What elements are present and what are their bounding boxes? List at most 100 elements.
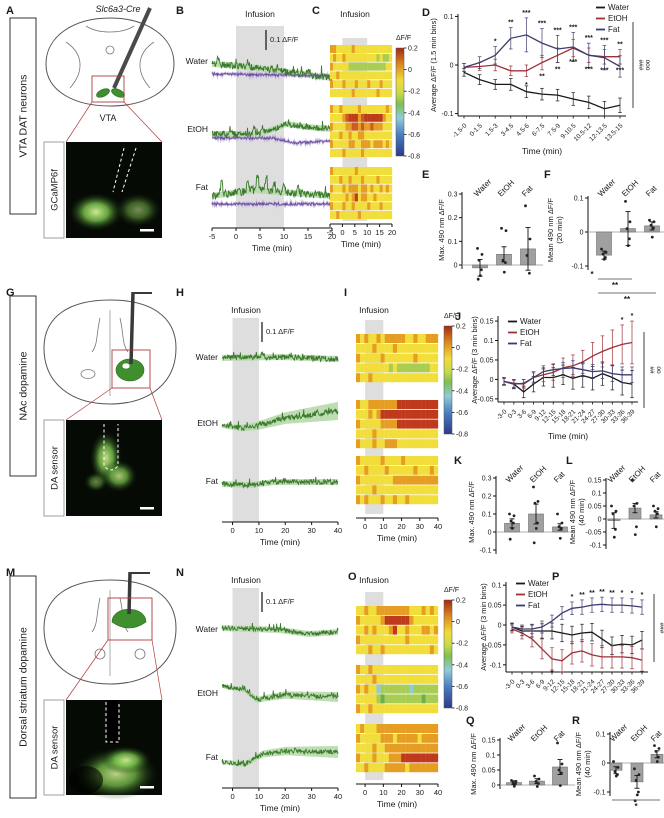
column-label: Water: [506, 722, 527, 743]
heat-cell: [397, 684, 402, 694]
heat-cell: [388, 439, 394, 449]
signal-trace: [221, 683, 339, 703]
panel-o: O Infusion 0 10 20 30 40 Time (min) ΔF/F 0.2 0 -0.2…: [348, 571, 468, 809]
heat-cell: [401, 400, 406, 409]
heat-cell: [385, 211, 390, 219]
heat-cell: [354, 211, 359, 219]
sig-star-mid: ***: [600, 68, 608, 75]
heat-cell: [392, 353, 398, 363]
heat-cell: [370, 184, 374, 193]
heat-cell: [413, 419, 418, 429]
sig-star-mid: ***: [569, 59, 577, 66]
heat-cell: [409, 606, 414, 615]
heat-cell: [376, 456, 381, 465]
heat-cell: [372, 743, 377, 753]
x-tick-label: 3-6: [517, 408, 529, 420]
panel-letter-E: E: [422, 169, 429, 181]
colorbar-tick-label: -0.6: [456, 410, 468, 417]
heat-cell: [354, 193, 359, 202]
heat-cell: [364, 211, 368, 219]
heat-cell: [429, 743, 435, 753]
probe-track-outline: [103, 424, 119, 471]
heat-cell: [421, 733, 426, 743]
colorbar-tick-label: -0.8: [456, 706, 468, 713]
heat-cell: [351, 122, 355, 131]
heat-cell: [357, 45, 362, 53]
heat-cell: [421, 465, 426, 475]
heat-cell: [364, 175, 368, 184]
heat-cell: [333, 122, 337, 131]
legend-label: EtOH: [528, 590, 548, 599]
heat-cell: [345, 140, 349, 149]
heat-cell: [409, 674, 414, 684]
y-tick-label: 0.15: [588, 478, 602, 485]
row-a: A VTA DAT neurons Slc6a3-Cre VTA GCaMP6f: [6, 4, 175, 239]
y-axis-title: Max. 490 nm ΔF/F: [467, 481, 476, 543]
heat-cell: [336, 184, 340, 193]
sig-star-top: ***: [522, 10, 530, 17]
heat-cell: [348, 211, 352, 219]
heat-cell: [384, 439, 389, 449]
x-tick-label: 0-3: [507, 408, 519, 420]
commissure: [134, 648, 146, 660]
heat-cell: [330, 53, 334, 62]
heat-cell: [356, 353, 361, 363]
y-tick-label: 0: [492, 783, 496, 790]
heat-cell: [380, 635, 385, 645]
heat-cell: [425, 753, 430, 763]
heat-cell: [421, 743, 426, 753]
heat-cell: [367, 175, 371, 184]
heat-cell: [356, 409, 361, 419]
heatmap-etoh: [356, 400, 439, 449]
heat-cell: [348, 131, 352, 140]
probe-track-outline: [105, 702, 120, 743]
colorbar-tick-label: 0.2: [456, 598, 466, 605]
heat-cell: [376, 645, 381, 655]
heat-cell: [405, 475, 410, 485]
heat-cell: [367, 113, 371, 122]
heat-cell: [360, 343, 365, 353]
sensor-blob: [101, 746, 151, 774]
heat-cell: [357, 105, 362, 113]
heat-cell: [388, 167, 393, 175]
heat-cell: [372, 606, 377, 615]
column-label: Fat: [520, 183, 535, 198]
heat-cell: [357, 71, 362, 80]
column-label: EtOH: [529, 723, 549, 743]
sensor-label: DA sensor: [50, 726, 61, 770]
heat-cell: [348, 175, 352, 184]
series-line: [463, 34, 621, 69]
heat-cell: [376, 419, 381, 429]
heat-cell: [336, 71, 340, 80]
heat-cell: [425, 724, 430, 733]
signal-trace: [211, 54, 333, 81]
heat-cell: [333, 105, 337, 113]
y-tick-label: 0.1: [484, 338, 494, 345]
heat-cell: [397, 439, 402, 449]
heat-cell: [405, 635, 410, 645]
heat-cell: [401, 665, 406, 674]
heat-cell: [333, 113, 337, 122]
trace-etoh: EtOH: [197, 683, 339, 703]
heat-cell: [388, 363, 394, 373]
heat-cell: [364, 684, 369, 694]
heat-cell: [385, 122, 390, 131]
heat-cell: [405, 363, 410, 373]
heat-cell: [388, 409, 394, 419]
y-tick-label: 0.1: [492, 583, 502, 590]
sig-star-mid: *: [551, 670, 554, 677]
heat-cell: [348, 45, 352, 53]
heat-cell: [351, 149, 355, 157]
heat-cell: [373, 149, 377, 157]
trace-fat: Fat: [206, 746, 339, 768]
fiber-probe: [129, 291, 135, 365]
heat-cell: [433, 334, 439, 343]
data-point: [504, 229, 508, 233]
panel-l: L Mean 490 nm ΔF/F (40 min) 0.15 0.1 0.05 0 -0.…: [566, 455, 664, 550]
heat-cell: [368, 733, 373, 743]
heat-cell: [364, 763, 369, 773]
data-point: [657, 747, 661, 750]
heat-cell: [388, 615, 394, 625]
